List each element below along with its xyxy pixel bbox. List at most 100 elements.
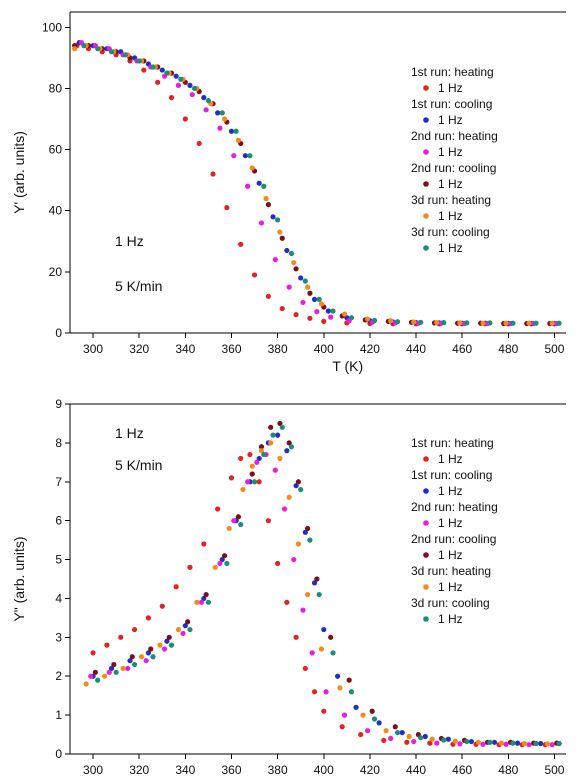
chart-1-series-6-point-20 xyxy=(348,315,355,321)
chart-1-x-tick-label: 320 xyxy=(129,342,149,356)
chart-2-series-5-point-4 xyxy=(138,654,145,660)
chart-1-series-5-point-20 xyxy=(341,311,348,317)
chart-2-series-6-point-16 xyxy=(307,537,313,543)
chart-2-series-6-point-22 xyxy=(418,735,424,741)
chart-2-series-5-point-19 xyxy=(337,685,343,691)
chart-2-series-1-point-6 xyxy=(159,603,165,609)
chart-2-series-3-point-28 xyxy=(549,742,555,748)
chart-2-y-tick-label: 5 xyxy=(55,553,62,567)
chart-2-series-5-point-11 xyxy=(249,463,255,469)
chart-2-series-6-point-17 xyxy=(316,591,322,598)
chart-1-legend-series-2-name: 1st run: cooling xyxy=(411,97,492,111)
chart-2-series-6-point-9 xyxy=(238,521,244,528)
chart-1-legend-series-4-name: 2nd run: cooling xyxy=(411,161,496,175)
chart-2-series-4-point-1 xyxy=(92,669,98,675)
chart-2-y-tick-label: 7 xyxy=(55,475,62,489)
chart-2-legend-series-5-name: 3d run: heating xyxy=(411,564,491,578)
chart-1-series-1-point-8 xyxy=(168,95,175,101)
chart-2-series-2-point-18 xyxy=(321,626,327,633)
chart-2-legend-series-2-frequency: 1 Hz xyxy=(438,484,463,498)
chart-2-series-6-point-20 xyxy=(371,716,378,722)
chart-2-series-2-point-22 xyxy=(399,730,405,736)
chart-2-series-5-point-12 xyxy=(258,448,265,454)
chart-2-series-3-point-25 xyxy=(480,741,486,747)
chart-2-series-5-point-17 xyxy=(305,591,311,598)
chart-1-series-5-point-28 xyxy=(526,320,532,326)
chart-1-series-3-point-10 xyxy=(203,107,209,113)
chart-2-series-3-point-6 xyxy=(180,630,186,637)
chart-2-x-tick-label: 480 xyxy=(498,763,518,777)
chart-1-series-6-point-10 xyxy=(205,98,212,104)
chart-2-series-1-point-18 xyxy=(293,634,299,640)
chart-2-series-1-point-15 xyxy=(265,518,271,524)
chart-2-series-3-point-17 xyxy=(309,650,315,656)
chart-2-x-tick-label: 360 xyxy=(221,763,241,777)
chart-2-series-1-point-7 xyxy=(173,584,179,590)
chart-2-series-3-point-24 xyxy=(457,741,463,747)
chart-2-series-1-point-16 xyxy=(275,560,281,567)
chart-1-x-tick-label: 400 xyxy=(314,342,334,356)
chart-1-series-6-point-8 xyxy=(178,76,184,82)
chart-1-series-5-point-27 xyxy=(503,320,509,326)
chart-1-series-2-point-16 xyxy=(284,247,290,254)
chart-1-legend-series-3-frequency: 1 Hz xyxy=(438,145,463,159)
chart-2-series-2-point-4 xyxy=(145,650,152,656)
chart-2-series-5-point-3 xyxy=(120,665,126,672)
chart-2-series-6-point-15 xyxy=(298,486,304,493)
chart-2-series-5-point-7 xyxy=(194,599,200,605)
chart-1-series-5-point-22 xyxy=(388,318,394,324)
chart-1-x-tick-label: 420 xyxy=(360,342,380,356)
chart-2-x-tick-label: 440 xyxy=(406,763,426,777)
chart-2-series-3-point-1 xyxy=(88,673,94,679)
chart-1-series-6-point-29 xyxy=(556,320,562,326)
chart-2-series-3-point-26 xyxy=(503,741,509,747)
chart-1-series-1-point-12 xyxy=(224,205,230,211)
chart-1-x-tick-label: 500 xyxy=(544,342,564,356)
chart-1-y-tick-label: 60 xyxy=(49,143,63,157)
chart-1-series-6-point-1 xyxy=(81,43,87,49)
chart-2-series-2-point-17 xyxy=(311,580,318,586)
chart-2-series-2-point-19 xyxy=(335,673,341,679)
chart-2-y-tick-label: 8 xyxy=(55,436,62,450)
chart-2-series-3-point-15 xyxy=(291,556,297,563)
chart-2-series-3-point-8 xyxy=(217,560,223,567)
chart-1-series-3-point-19 xyxy=(328,314,334,320)
chart-2-x-tick-label: 400 xyxy=(314,763,334,777)
chart-1-y-tick-label: 100 xyxy=(42,20,62,34)
chart-1-series-6-point-25 xyxy=(464,320,470,326)
chart-1-series-2-point-9 xyxy=(187,82,193,88)
chart-2-series-6-point-2 xyxy=(113,669,119,675)
chart-1-series-2-point-11 xyxy=(215,110,221,116)
chart-2-series-1-point-14 xyxy=(256,479,262,485)
chart-1-series-4-point-16 xyxy=(279,235,285,241)
chart-2-series-3-point-13 xyxy=(272,467,278,473)
chart-2-series-1-point-24 xyxy=(381,737,387,743)
chart-2-series-4-point-16 xyxy=(305,525,311,532)
chart-2-legend-series-3-frequency: 1 Hz xyxy=(438,516,463,530)
chart-2-series-5-point-5 xyxy=(157,642,163,648)
chart-1-series-5-point-19 xyxy=(318,301,325,307)
chart-2-y-tick-label: 2 xyxy=(55,669,62,683)
chart-1-x-tick-label: 340 xyxy=(175,342,195,356)
chart-2-series-5-point-20 xyxy=(360,712,366,718)
chart-2-legend-series-6-name: 3d run: cooling xyxy=(411,596,490,610)
chart-2-series-5-point-28 xyxy=(544,741,551,747)
chart-2-legend-series-3-name: 2nd run: heating xyxy=(411,500,498,514)
chart-1-annotation-rate: 5 K/min xyxy=(115,278,162,294)
chart-1-series-6-point-2 xyxy=(95,46,101,52)
chart-2-series-1-point-17 xyxy=(284,599,290,605)
chart-1-series-6-point-23 xyxy=(418,319,424,325)
chart-1-series-1-point-9 xyxy=(182,116,188,122)
chart-1-legend-series-4-frequency: 1 Hz xyxy=(438,177,463,191)
chart-1-series-1-point-19 xyxy=(321,318,327,324)
chart-1-x-axis-label: T (K) xyxy=(332,358,363,374)
chart-2-series-4-point-21 xyxy=(392,724,398,730)
chart-2-series-3-point-27 xyxy=(526,742,532,748)
chart-2-series-1-point-10 xyxy=(215,506,221,512)
chart-1-series-3-point-16 xyxy=(286,284,292,290)
chart-2-series-2-point-15 xyxy=(293,483,299,489)
chart-1-series-5-point-1 xyxy=(72,46,78,52)
chart-2-series-6-point-12 xyxy=(270,432,276,438)
chart-2-series-4-point-18 xyxy=(328,634,334,640)
